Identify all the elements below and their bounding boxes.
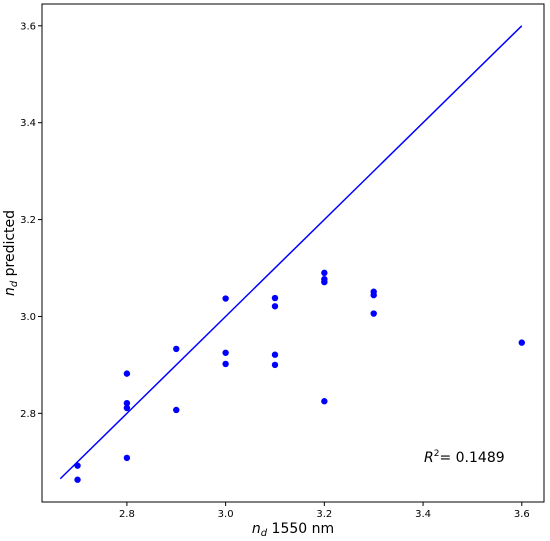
data-point — [222, 360, 229, 368]
data-point — [370, 291, 377, 299]
reference-line-group — [59, 25, 523, 480]
data-point — [321, 398, 328, 405]
y-axis: 2.8 3.0 3.2 3.4 3.6 — [20, 21, 42, 420]
y-tick-label: 3.0 — [20, 312, 36, 323]
data-point — [321, 278, 328, 286]
y-tick-label: 3.6 — [20, 21, 36, 32]
x-tick-label: 2.8 — [119, 509, 135, 520]
x-axis: 2.8 3.0 3.2 3.4 3.6 — [119, 502, 530, 520]
data-point — [271, 351, 279, 358]
data-point — [173, 345, 180, 353]
data-point — [123, 454, 131, 462]
r-squared-annotation: R2= 0.1489 — [424, 449, 505, 466]
data-point — [321, 269, 328, 277]
data-point — [123, 370, 131, 377]
data-point — [123, 404, 131, 412]
plot-frame — [41, 3, 545, 503]
x-tick-label: 3.0 — [218, 509, 234, 520]
identity-reference-line — [59, 25, 523, 480]
x-tick-label: 3.2 — [316, 509, 332, 520]
data-point — [370, 310, 377, 317]
y-axis-label: nd predicted — [2, 210, 20, 296]
x-axis-label: nd 1550 nm — [252, 521, 334, 539]
data-point — [74, 476, 81, 483]
y-tick-label: 2.8 — [20, 409, 36, 420]
data-point — [222, 349, 229, 356]
x-tick-label: 3.6 — [514, 509, 530, 520]
y-tick-label: 3.2 — [20, 215, 36, 226]
data-point — [123, 399, 131, 407]
data-points — [74, 269, 525, 483]
data-point — [222, 295, 229, 302]
data-point — [271, 361, 279, 369]
data-point — [518, 339, 525, 346]
data-point — [271, 303, 279, 310]
data-point — [271, 294, 279, 302]
data-point — [74, 462, 81, 469]
y-tick-label: 3.4 — [20, 118, 36, 129]
data-point — [173, 406, 180, 414]
x-tick-label: 3.4 — [415, 509, 431, 520]
